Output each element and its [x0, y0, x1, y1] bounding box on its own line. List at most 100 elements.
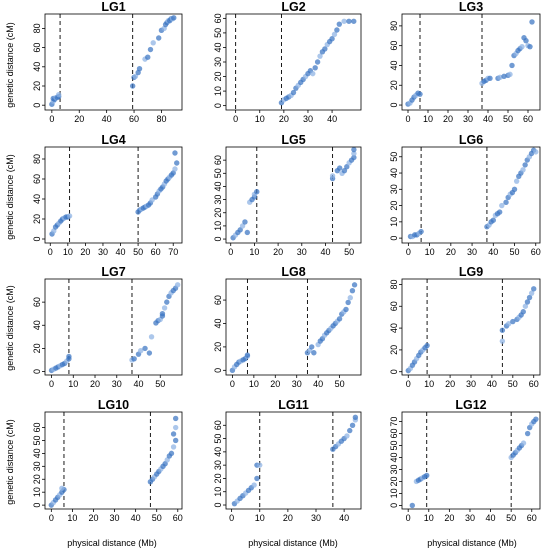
data-point — [309, 344, 315, 350]
panel-lg1: LG1 0 20 40 60 80 0 20 40 60 80 — [32, 0, 183, 124]
x-tick-label: 50 — [508, 379, 518, 389]
y-tick-label: 40 — [389, 60, 399, 70]
data-point — [148, 334, 155, 340]
data-point — [520, 440, 527, 446]
y-tick-label: 50 — [213, 434, 223, 444]
y-tick-label: 60 — [213, 295, 223, 305]
y-tick-label: 20 — [32, 81, 42, 91]
y-tick-label: 0 — [213, 103, 223, 108]
y-tick-label: 40 — [213, 318, 223, 328]
data-point — [172, 437, 179, 444]
plot-frame — [401, 13, 541, 111]
x-tick-label: 40 — [339, 513, 349, 523]
panel-lg5: LG5 0 10 20 30 40 50 0 10 20 30 40 50 60 — [213, 133, 362, 257]
x-tick-label: 60 — [531, 247, 541, 257]
x-tick-label: 60 — [529, 379, 539, 389]
plot-frame — [401, 146, 541, 244]
data-point — [347, 295, 353, 301]
data-point — [334, 27, 340, 33]
data-point — [136, 66, 143, 72]
data-point — [329, 173, 336, 179]
y-tick-label: 40 — [389, 168, 399, 178]
data-point — [345, 299, 351, 306]
x-tick-label: 40 — [320, 247, 330, 257]
data-point — [352, 414, 359, 421]
data-point — [526, 294, 533, 301]
y-tick-label: 0 — [213, 503, 223, 508]
x-tick-label: 50 — [152, 513, 162, 523]
data-point — [311, 350, 317, 356]
data-point — [244, 229, 251, 236]
y-tick-label: 20 — [389, 476, 399, 486]
x-tick-label: 60 — [527, 513, 537, 523]
x-tick-label: 0 — [228, 247, 233, 257]
data-point — [322, 46, 328, 52]
y-tick-label: 0 — [213, 237, 223, 242]
y-tick-label: 60 — [213, 155, 223, 165]
data-point — [137, 348, 144, 354]
x-tick-label: 20 — [283, 513, 293, 523]
x-tick-label: 20 — [446, 247, 456, 257]
data-point — [522, 303, 529, 309]
data-point — [503, 199, 509, 206]
x-tick-label: 0 — [405, 114, 410, 124]
data-point — [174, 282, 181, 288]
data-point — [510, 318, 516, 325]
x-tick-label: 20 — [88, 513, 98, 523]
data-point — [417, 91, 423, 97]
y-tick-label: 40 — [213, 447, 223, 457]
plot-frame — [44, 13, 183, 111]
panel-lg6: LG6 0 10 20 30 40 50 60 0 10 20 30 40 50 — [389, 133, 541, 257]
data-point — [346, 18, 352, 24]
y-tick-label: 30 — [32, 461, 42, 471]
y-tick-label: 60 — [213, 420, 223, 430]
panel-title: LG9 — [459, 265, 483, 279]
data-point — [336, 165, 343, 171]
y-tick-label: 60 — [389, 429, 399, 439]
x-tick-label: 30 — [110, 513, 120, 523]
x-tick-label: 10 — [255, 114, 265, 124]
data-point — [351, 146, 357, 153]
x-tick-label: 0 — [230, 379, 235, 389]
y-tick-label: 0 — [389, 503, 399, 508]
data-point — [349, 288, 356, 294]
data-point — [172, 166, 178, 172]
panel-title: LG7 — [101, 265, 125, 279]
data-point — [132, 73, 139, 80]
data-point — [349, 422, 356, 428]
data-point — [351, 150, 357, 157]
data-point — [341, 18, 347, 24]
data-point — [418, 228, 424, 235]
x-tick-label: 50 — [335, 379, 345, 389]
y-tick-label: 20 — [32, 474, 42, 484]
data-point — [520, 309, 526, 315]
data-point — [344, 433, 350, 439]
x-tick-label: 0 — [233, 114, 238, 124]
plot-frame — [225, 278, 362, 376]
data-point — [424, 342, 430, 349]
x-tick-label: 60 — [523, 114, 533, 124]
y-tick-label: 70 — [389, 417, 399, 427]
data-point — [146, 350, 153, 356]
x-tick-label: 30 — [465, 513, 475, 523]
panel-title: LG5 — [281, 133, 305, 147]
x-tick-label: 10 — [424, 513, 434, 523]
data-point — [531, 286, 537, 292]
y-tick-label: 40 — [389, 323, 399, 333]
x-tick-label: 40 — [313, 379, 323, 389]
x-tick-label: 0 — [406, 379, 411, 389]
x-tick-label: 50 — [133, 247, 143, 257]
panel-title: LG6 — [459, 133, 483, 147]
data-point — [527, 43, 533, 50]
panel-title: LG3 — [459, 0, 483, 14]
data-point — [149, 197, 155, 203]
data-point — [511, 186, 518, 193]
x-tick-label: 40 — [487, 379, 497, 389]
data-point — [254, 475, 260, 482]
panel-title: LG8 — [281, 265, 305, 279]
x-tick-label: 20 — [80, 247, 90, 257]
y-axis-label: genetic distance (cM) — [5, 419, 15, 505]
y-tick-label: 0 — [32, 369, 42, 374]
data-point — [170, 444, 177, 450]
